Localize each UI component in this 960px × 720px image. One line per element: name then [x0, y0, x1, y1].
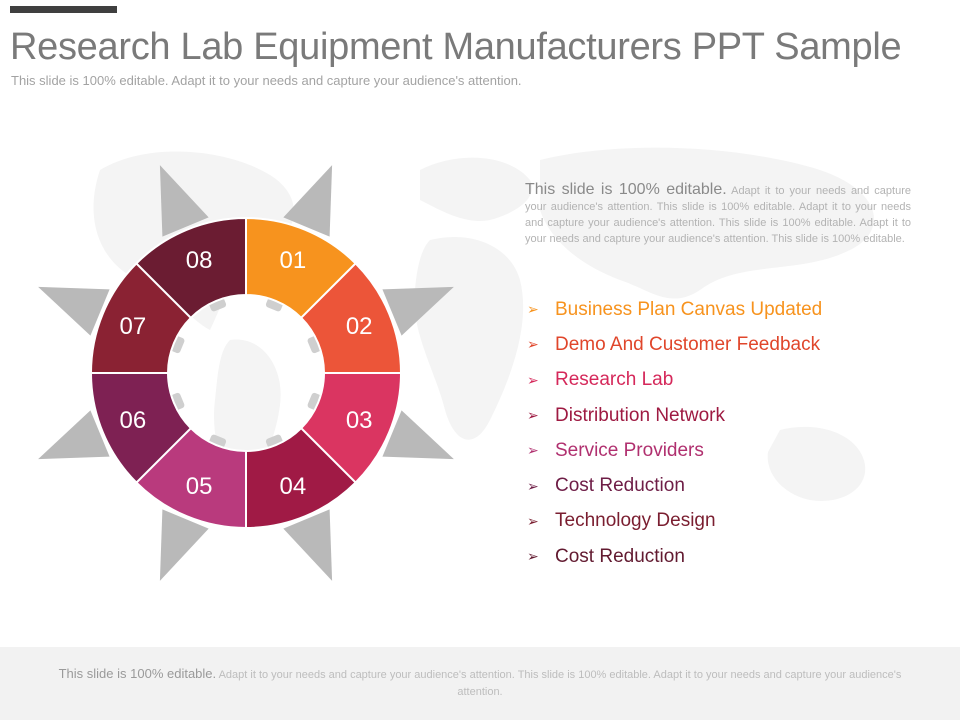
- arrow-bullet-icon: ➢: [527, 442, 539, 459]
- description-text: This slide is 100% editable. Adapt it to…: [525, 182, 911, 247]
- pointer-arrow-6: [159, 509, 209, 581]
- footer-text: This slide is 100% editable. Adapt it to…: [0, 647, 960, 701]
- bullet-item: ➢ Technology Design: [527, 504, 822, 539]
- segment-label-02: 02: [346, 313, 373, 340]
- footer-body: Adapt it to your needs and capture your …: [216, 669, 902, 698]
- arrow-bullet-icon: ➢: [527, 301, 539, 318]
- bullet-text: Research Lab: [555, 369, 674, 391]
- bullet-item: ➢ Research Lab: [527, 363, 822, 398]
- segment-label-04: 04: [280, 473, 307, 500]
- pointer-arrow-5: [283, 509, 333, 581]
- segment-label-08: 08: [186, 247, 213, 274]
- bullet-item: ➢ Cost Reduction: [527, 468, 822, 503]
- arrow-bullet-icon: ➢: [527, 548, 539, 565]
- footer-lead: This slide is 100% editable.: [58, 666, 217, 681]
- footer-bar: This slide is 100% editable. Adapt it to…: [0, 647, 960, 720]
- page-title: Research Lab Equipment Manufacturers PPT…: [10, 26, 902, 68]
- segment-label-07: 07: [119, 313, 146, 340]
- segment-label-06: 06: [119, 407, 146, 434]
- description-lead: This slide is 100% editable.: [525, 181, 727, 198]
- bullet-item: ➢ Service Providers: [527, 433, 822, 468]
- arrow-bullet-icon: ➢: [527, 512, 539, 529]
- segment-label-05: 05: [186, 473, 213, 500]
- description-body: Adapt it to your needs and capture your …: [525, 185, 911, 245]
- bullet-item: ➢ Business Plan Canvas Updated: [527, 292, 822, 327]
- arrow-bullet-icon: ➢: [527, 336, 539, 353]
- bullet-text: Cost Reduction: [555, 545, 685, 567]
- bullet-text: Distribution Network: [555, 404, 725, 426]
- arrow-bullet-icon: ➢: [527, 371, 539, 388]
- page-subtitle: This slide is 100% editable. Adapt it to…: [11, 73, 522, 88]
- pointer-arrow-3: [382, 286, 454, 336]
- bullet-item: ➢ Distribution Network: [527, 398, 822, 433]
- segment-08: [134, 216, 247, 320]
- pointer-arrow-7: [38, 410, 110, 460]
- bullet-item: ➢ Cost Reduction: [527, 539, 822, 574]
- pointer-arrow-4: [382, 410, 454, 460]
- bullet-text: Service Providers: [555, 439, 704, 461]
- pointer-arrow-2: [283, 165, 333, 237]
- bullet-text: Technology Design: [555, 510, 716, 532]
- bullet-text: Cost Reduction: [555, 475, 685, 497]
- bullet-text: Demo And Customer Feedback: [555, 333, 821, 355]
- bullet-text: Business Plan Canvas Updated: [555, 298, 823, 320]
- arrow-bullet-icon: ➢: [527, 477, 539, 494]
- pointer-arrow-8: [38, 286, 110, 336]
- bullet-list: ➢ Business Plan Canvas Updated ➢ Demo And C…: [527, 292, 822, 574]
- bullet-item: ➢ Demo And Customer Feedback: [527, 327, 822, 362]
- segment-label-01: 01: [280, 247, 307, 274]
- pointer-arrow-1: [159, 165, 209, 237]
- arrow-bullet-icon: ➢: [527, 407, 539, 424]
- title-accent-bar: [10, 6, 117, 13]
- segment-label-03: 03: [346, 407, 373, 434]
